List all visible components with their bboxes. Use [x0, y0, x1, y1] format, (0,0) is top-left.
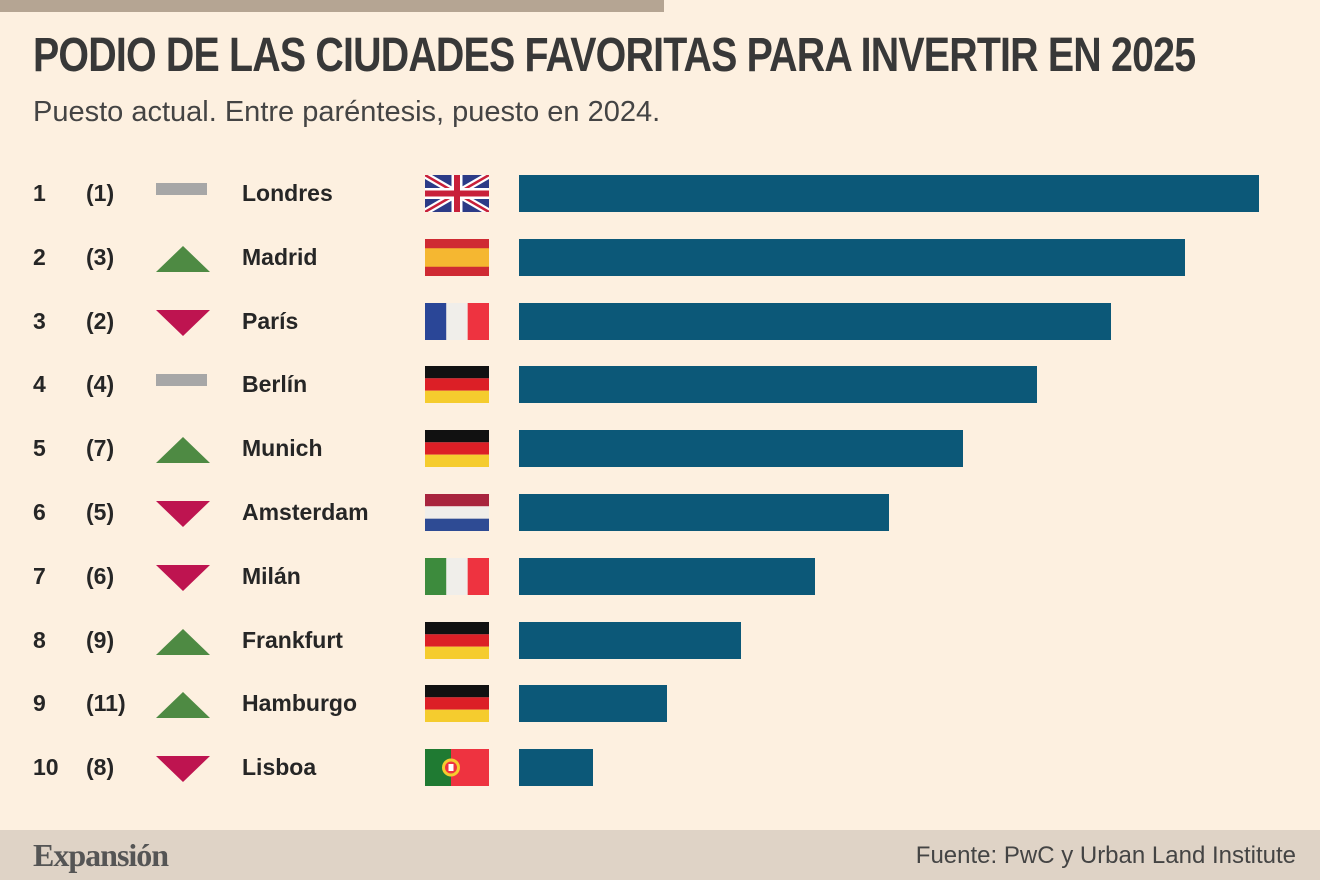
previous-rank-label: (3): [86, 243, 115, 270]
rank-label: 9: [33, 690, 46, 717]
trend-unchanged-icon: [155, 365, 211, 405]
rank-label: 7: [33, 562, 46, 589]
city-label: Amsterdam: [242, 499, 369, 525]
portugal-flag-icon: [425, 749, 489, 787]
bar-munich: [519, 430, 963, 468]
previous-rank-label: (6): [86, 562, 115, 589]
trend-down-icon: [155, 748, 211, 788]
ranking-row: 10 (8) Lisboa: [0, 748, 1320, 788]
trend-up-icon: [155, 621, 211, 661]
rank-label: 4: [33, 371, 46, 398]
rank-label: 3: [33, 307, 46, 334]
trend-down-icon: [155, 302, 211, 342]
ranking-row: 3 (2) París: [0, 302, 1320, 342]
rank-label: 5: [33, 435, 46, 462]
city-label: Hamburgo: [242, 690, 357, 717]
france-flag-icon: [425, 302, 489, 340]
previous-rank-label: (2): [86, 307, 115, 334]
bar-madrid: [519, 238, 1185, 276]
city-label: Lisboa: [242, 754, 317, 781]
rank-label: 10: [33, 754, 59, 781]
previous-rank-label: (4): [86, 371, 115, 398]
netherlands-flag-icon: [425, 494, 489, 531]
ranking-row: 1 (1) Londres: [0, 171, 1320, 216]
trend-up-icon: [155, 238, 211, 278]
chart-title: PODIO DE LAS CIUDADES FAVORITAS PARA INV…: [33, 29, 1196, 82]
previous-rank-label: (1): [86, 180, 115, 206]
trend-unchanged-icon: [155, 174, 211, 214]
footer: Expansión Fuente: PwC y Urban Land Insti…: [0, 830, 1320, 880]
ranking-row: 2 (3) Madrid: [0, 238, 1320, 278]
source-note: Fuente: PwC y Urban Land Institute: [915, 842, 1296, 869]
top-accent-strip: [0, 0, 664, 12]
italy-flag-icon: [425, 557, 489, 595]
bar-milán: [519, 557, 815, 595]
previous-rank-label: (8): [86, 754, 115, 781]
city-label: París: [242, 307, 299, 334]
ranking-row: 4 (4) Berlín: [0, 365, 1320, 405]
city-label: Milán: [242, 562, 301, 589]
city-label: Londres: [242, 180, 333, 206]
germany-flag-icon: [425, 621, 489, 659]
ranking-row: 6 (5) Amsterdam: [0, 493, 1320, 533]
bar-amsterdam: [519, 494, 889, 531]
trend-down-icon: [155, 557, 211, 597]
trend-up-icon: [155, 429, 211, 469]
brand-logo: Expansión: [33, 837, 169, 873]
bar-berlín: [519, 366, 1037, 404]
bar-parís: [519, 302, 1111, 340]
bar-frankfurt: [519, 621, 741, 659]
bar-lisboa: [519, 749, 593, 787]
previous-rank-label: (5): [86, 499, 115, 525]
germany-flag-icon: [425, 685, 489, 723]
city-label: Munich: [242, 435, 323, 462]
previous-rank-label: (7): [86, 435, 115, 462]
ranking-row: 9 (11) Hamburgo: [0, 684, 1320, 724]
ranking-row: 8 (9) Frankfurt: [0, 621, 1320, 661]
ranking-row: 7 (6) Milán: [0, 557, 1320, 597]
chart-subtitle: Puesto actual. Entre paréntesis, puesto …: [33, 96, 661, 128]
previous-rank-label: (11): [86, 690, 126, 717]
germany-flag-icon: [425, 430, 489, 468]
rank-label: 6: [33, 499, 46, 525]
trend-down-icon: [155, 493, 211, 533]
rank-label: 8: [33, 626, 46, 653]
bar-londres: [519, 175, 1259, 212]
city-label: Berlín: [242, 371, 308, 398]
ranking-row: 5 (7) Munich: [0, 429, 1320, 469]
uk-flag-icon: [423, 171, 491, 216]
rank-label: 1: [33, 180, 46, 206]
germany-flag-icon: [425, 366, 489, 404]
trend-up-icon: [155, 684, 211, 724]
rank-label: 2: [33, 243, 46, 270]
previous-rank-label: (9): [86, 626, 115, 653]
city-label: Frankfurt: [242, 626, 343, 653]
city-label: Madrid: [242, 243, 318, 270]
bar-hamburgo: [519, 685, 667, 723]
spain-flag-icon: [425, 238, 489, 276]
